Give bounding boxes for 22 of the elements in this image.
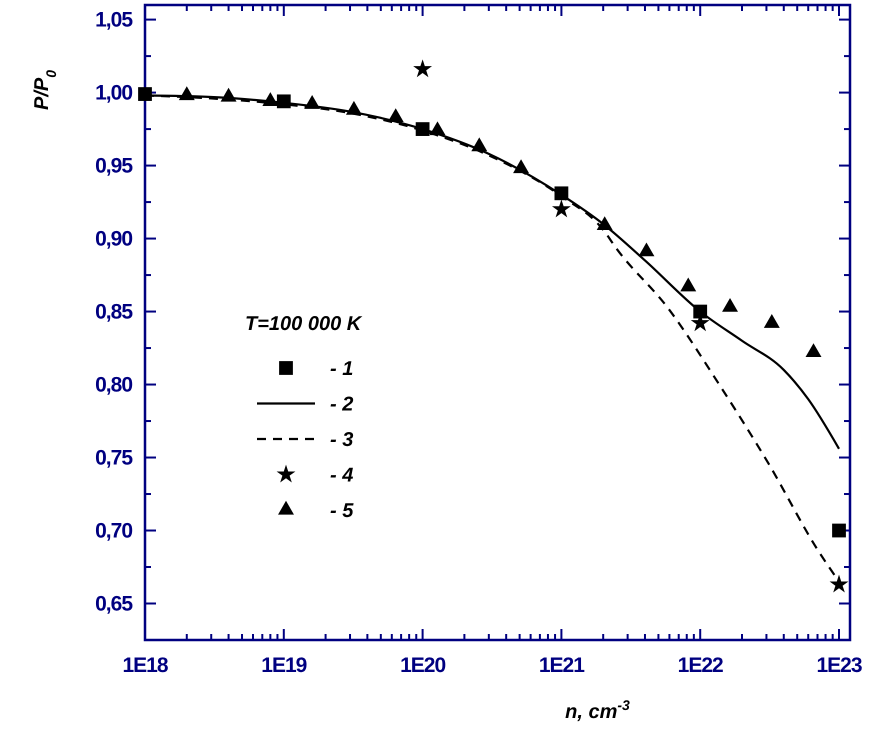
legend-label: - 1 <box>330 358 354 380</box>
x-tick-label: 1E22 <box>678 654 724 677</box>
x-tick-label: 1E21 <box>538 654 586 677</box>
legend-label: - 3 <box>330 429 354 451</box>
y-tick-label: 0,70 <box>95 520 132 543</box>
x-tick-label: 1E19 <box>261 654 307 677</box>
y-tick-label: 0,90 <box>95 228 132 251</box>
legend-title: T=100 000 K <box>245 313 363 335</box>
y-tick-label: 0,95 <box>95 154 134 178</box>
x-tick-label: 1E23 <box>816 654 862 677</box>
x-tick-label: 1E20 <box>400 654 446 677</box>
y-tick-label: 0,85 <box>95 300 134 324</box>
y-tick-label: 0,80 <box>95 374 132 397</box>
x-tick-label: 1E18 <box>122 654 169 677</box>
y-tick-label: 0,65 <box>95 592 134 616</box>
y-tick-label: 0,75 <box>95 446 134 470</box>
legend-label: - 5 <box>330 500 354 522</box>
y-tick-label: 1,05 <box>95 8 134 32</box>
x-axis-title: n, cm$^{-3}$ <box>565 697 630 723</box>
y-tick-label: 1,00 <box>95 82 132 105</box>
legend-label: - 4 <box>330 464 354 486</box>
legend-label: - 2 <box>330 394 354 416</box>
